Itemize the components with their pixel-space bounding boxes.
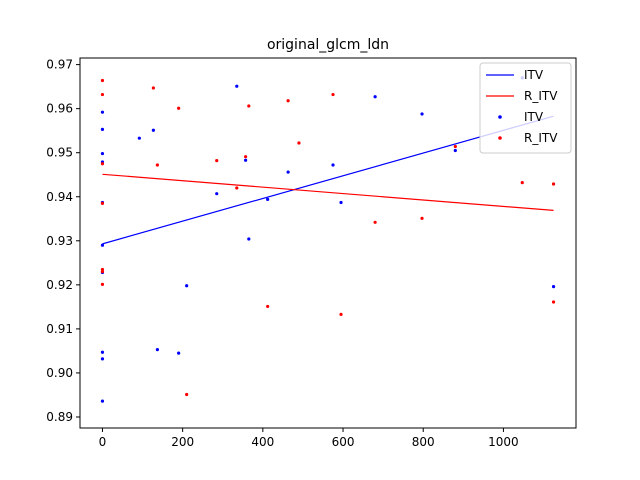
legend-marker-itv	[498, 115, 502, 119]
point-r-itv	[286, 99, 290, 103]
point-r-itv	[247, 104, 251, 108]
point-r-itv	[339, 312, 343, 316]
point-itv	[244, 158, 248, 162]
point-r-itv	[373, 220, 377, 224]
point-itv	[100, 243, 105, 247]
chart-title: original_glcm_ldn	[267, 37, 389, 53]
x-tick-label: 1000	[488, 435, 519, 449]
point-itv	[373, 95, 377, 99]
point-r-itv	[177, 106, 181, 110]
x-tick-label: 600	[332, 435, 355, 449]
legend-marker-r-itv	[498, 136, 502, 140]
point-itv	[155, 347, 159, 352]
x-tick-label: 800	[412, 435, 435, 449]
point-r-itv	[297, 141, 301, 145]
y-tick-label: 0.89	[46, 410, 73, 424]
point-r-itv	[420, 216, 424, 220]
point-itv	[286, 170, 290, 174]
point-itv	[100, 399, 105, 403]
point-r-itv	[244, 155, 248, 159]
point-itv	[100, 357, 105, 361]
y-tick-label: 0.92	[46, 278, 73, 292]
point-itv	[331, 163, 335, 167]
point-r-itv	[100, 267, 105, 272]
x-axis: 0 200 400 600 800 1000	[99, 428, 519, 449]
scatter-points	[100, 76, 556, 403]
point-itv	[137, 136, 141, 140]
point-itv	[247, 237, 251, 241]
point-r-itv	[331, 92, 335, 97]
point-itv	[100, 127, 105, 131]
point-itv	[215, 192, 219, 196]
point-itv	[177, 351, 181, 355]
y-tick-label: 0.90	[46, 366, 73, 380]
point-r-itv	[235, 186, 239, 190]
legend-box	[479, 62, 572, 154]
point-r-itv	[100, 270, 105, 274]
y-tick-label: 0.97	[46, 58, 73, 72]
point-r-itv	[551, 300, 556, 304]
point-itv	[100, 110, 105, 114]
point-itv	[420, 112, 424, 116]
axes-frame	[79, 57, 577, 429]
y-axis: 0.89 0.90 0.91 0.92 0.93 0.94 0.95 0.96 0.97	[46, 58, 80, 424]
x-tick-label: 200	[171, 435, 194, 449]
legend-label-itv: ITV	[524, 110, 544, 124]
point-itv	[100, 151, 105, 156]
legend-label-itv: ITV	[524, 68, 544, 82]
point-itv	[453, 148, 457, 153]
y-tick-label: 0.96	[46, 102, 73, 116]
point-r-itv	[100, 162, 105, 166]
point-r-itv	[100, 282, 105, 287]
fit-line-r-itv	[102, 173, 554, 212]
point-r-itv	[185, 392, 189, 397]
point-itv	[151, 128, 155, 132]
fit-line-itv	[102, 115, 554, 245]
fit-lines	[102, 115, 554, 245]
legend: ITV R_ITV ITV R_ITV	[479, 62, 572, 154]
point-r-itv	[155, 163, 159, 167]
point-itv	[266, 197, 270, 201]
point-itv	[235, 84, 239, 88]
point-r-itv	[100, 78, 105, 83]
y-tick-label: 0.95	[46, 146, 73, 160]
x-tick-label: 400	[251, 435, 274, 449]
point-r-itv	[100, 92, 105, 97]
y-tick-label: 0.94	[46, 190, 73, 204]
legend-label-r-itv: R_ITV	[524, 131, 558, 145]
point-itv	[100, 350, 105, 354]
point-r-itv	[151, 86, 155, 90]
y-tick-label: 0.93	[46, 234, 73, 248]
point-itv	[185, 284, 189, 288]
point-r-itv	[551, 182, 556, 186]
point-r-itv	[100, 201, 105, 205]
x-tick-label: 0	[99, 435, 107, 449]
point-r-itv	[215, 159, 219, 163]
y-tick-label: 0.91	[46, 322, 73, 336]
point-itv	[339, 200, 343, 205]
point-r-itv	[453, 144, 457, 149]
point-r-itv	[520, 181, 524, 185]
point-r-itv	[266, 304, 270, 309]
point-itv	[551, 285, 556, 289]
legend-label-r-itv: R_ITV	[524, 89, 558, 103]
